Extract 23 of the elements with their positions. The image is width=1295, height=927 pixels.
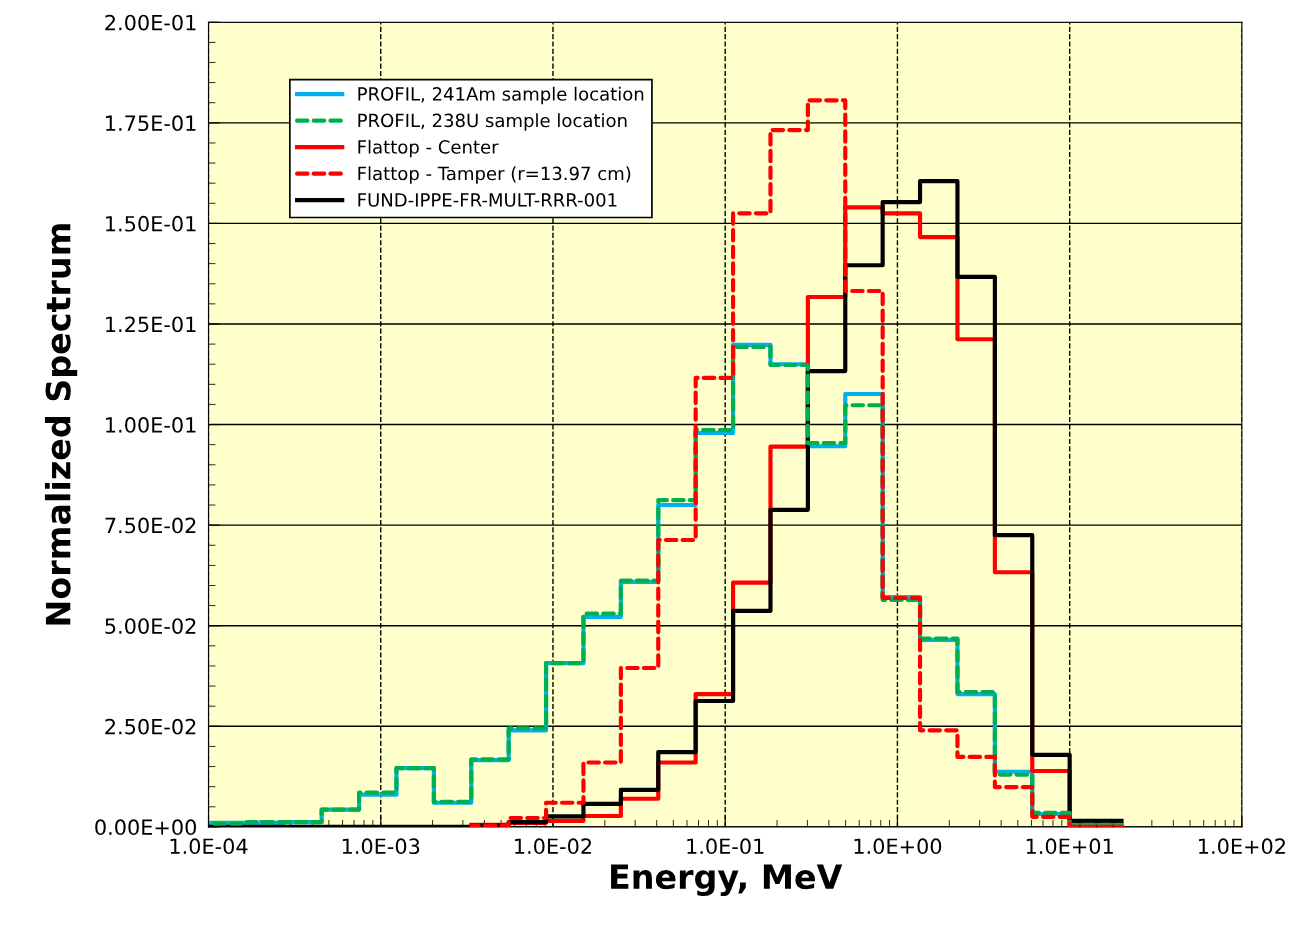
- x-tick-label: 1.0E+02: [1199, 838, 1285, 855]
- y-tick-label: 2.00E-01: [105, 14, 196, 31]
- x-tick-label: 1.0E-04: [170, 838, 248, 855]
- x-tick-label: 1.0E-01: [687, 838, 764, 855]
- legend-label: FUND-IPPE-FR-MULT-RRR-001: [358, 193, 617, 207]
- x-axis-title: Energy, MeV: [611, 864, 843, 896]
- x-tick-label: 1.0E-02: [515, 838, 592, 855]
- y-tick-label: 1.50E-01: [106, 215, 196, 232]
- legend-label: Flattop - Center: [358, 139, 499, 158]
- y-tick-label: 1.00E-01: [106, 417, 196, 433]
- y-tick-label: 1.25E-01: [106, 316, 196, 333]
- legend-label: Flattop - Tamper (r=13.97 cm): [358, 166, 631, 184]
- legend-label: PROFIL, 241Am sample location: [358, 86, 644, 105]
- y-tick-label: 1.75E-01: [106, 115, 196, 132]
- x-tick-label: 1.0E+01: [1026, 838, 1113, 855]
- y-tick-label: 0.00E+00: [95, 819, 196, 836]
- x-tick-label: 1.0E-03: [342, 838, 420, 855]
- x-tick-label: 1.0E+00: [854, 838, 942, 855]
- legend-label: PROFIL, 238U sample location: [358, 113, 627, 131]
- y-tick-label: 7.50E-02: [105, 517, 196, 534]
- y-tick-label: 2.50E-02: [105, 718, 196, 735]
- y-axis-title: Normalized Spectrum: [44, 224, 78, 625]
- y-tick-label: 5.00E-02: [105, 618, 196, 634]
